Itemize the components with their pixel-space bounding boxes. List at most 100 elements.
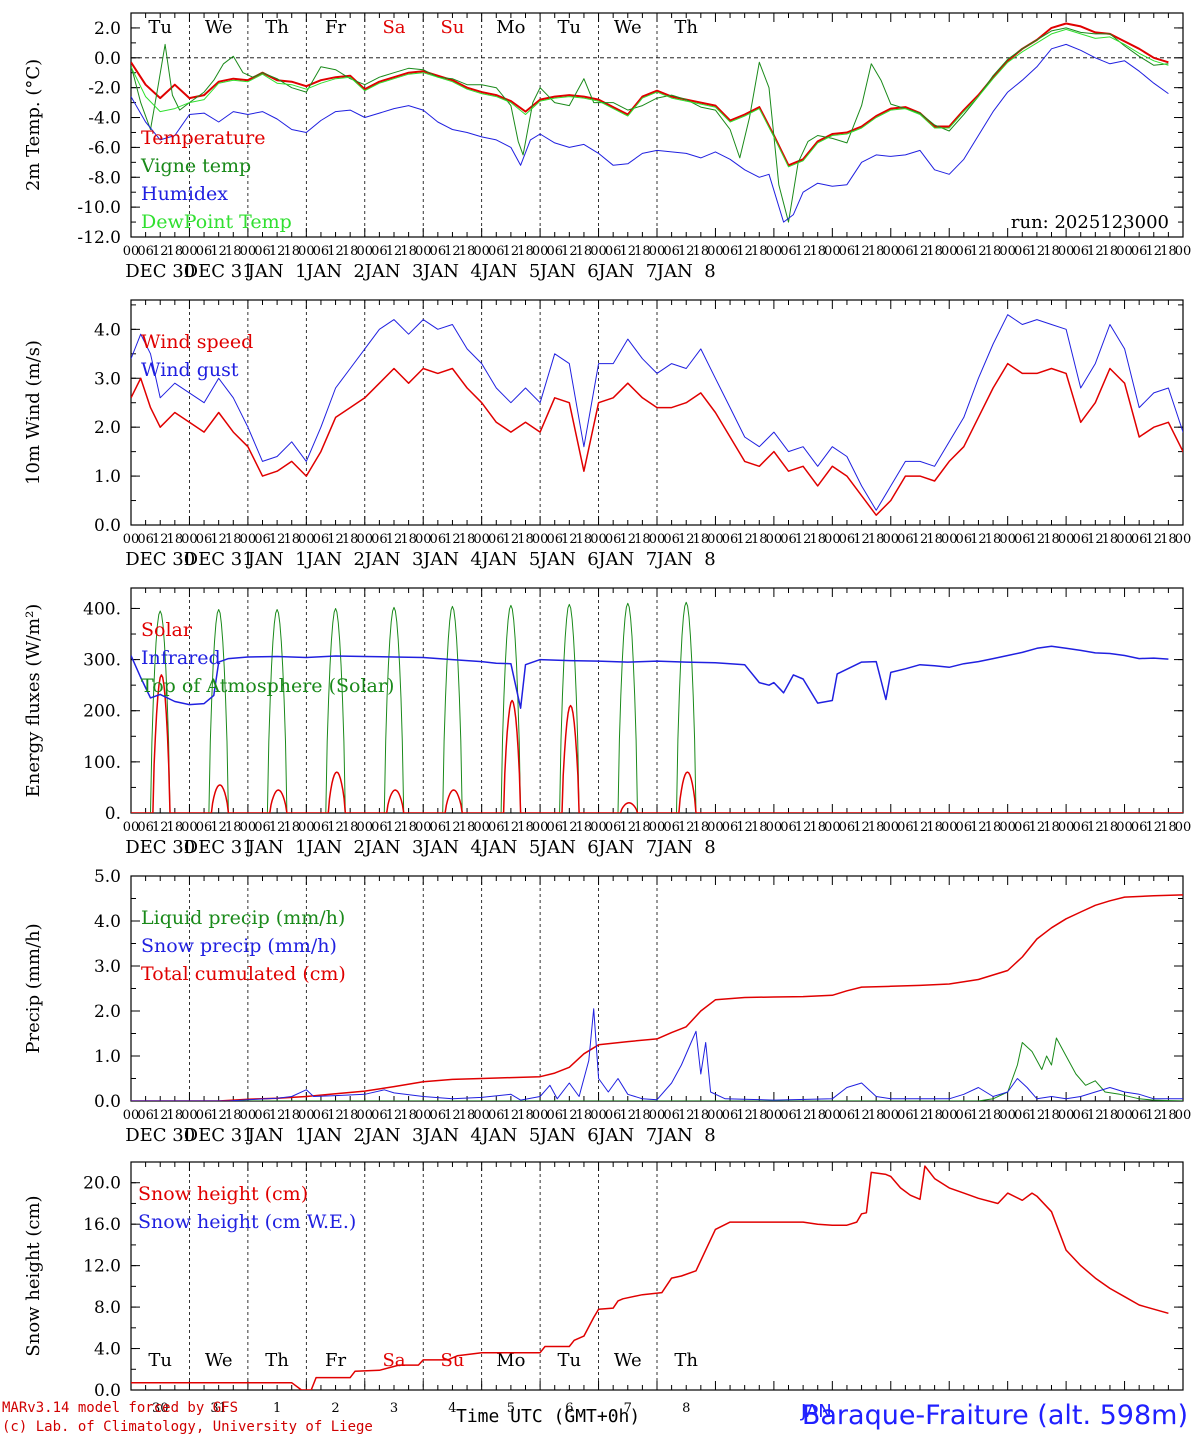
hour-tick-label: 12 [269, 820, 286, 835]
hour-tick-label: 18 [634, 820, 651, 835]
hour-tick-label: 12 [620, 244, 637, 259]
hour-tick-label: 06 [780, 532, 797, 547]
hour-tick-label: 06 [1131, 244, 1148, 259]
hour-tick-label: 00 [123, 532, 140, 547]
hour-tick-label: 18 [167, 1108, 184, 1123]
hour-tick-label: 06 [196, 1108, 213, 1123]
hour-tick-label: 00 [181, 532, 198, 547]
hour-tick-label: 06 [897, 244, 914, 259]
hour-tick-label: 18 [693, 244, 710, 259]
hour-tick-label: 00 [123, 1108, 140, 1123]
hour-tick-label: 00 [532, 532, 549, 547]
weekday-label: Th [265, 17, 289, 38]
hour-tick-label: 18 [751, 532, 768, 547]
hour-tick-label: 12 [620, 1108, 637, 1123]
hour-tick-label: 06 [313, 244, 330, 259]
hour-tick-label: 18 [459, 820, 476, 835]
hour-tick-label: 18 [985, 532, 1002, 547]
hour-tick-label: 18 [342, 532, 359, 547]
hour-tick-label: 06 [663, 244, 680, 259]
hour-tick-label: 00 [999, 820, 1016, 835]
hour-tick-label: 06 [722, 244, 739, 259]
hour-tick-label: 12 [1087, 1108, 1104, 1123]
hour-tick-label: 00 [415, 532, 432, 547]
hour-tick-label: 00 [707, 244, 724, 259]
hour-tick-label: 00 [824, 1108, 841, 1123]
hour-tick-label: 18 [167, 820, 184, 835]
hour-tick-label: 12 [152, 1108, 169, 1123]
legend-entry: Snow precip (mm/h) [141, 935, 337, 957]
hour-tick-label: 18 [283, 244, 300, 259]
legend-entry: Snow height (cm) [138, 1183, 308, 1205]
hour-tick-label: 12 [327, 1108, 344, 1123]
hour-tick-label: 06 [254, 532, 271, 547]
hour-tick-label: 12 [970, 820, 987, 835]
hour-tick-label: 18 [926, 1108, 943, 1123]
hour-tick-label: 06 [546, 1108, 563, 1123]
hour-tick-label: 06 [430, 820, 447, 835]
hour-tick-label: 00 [357, 1108, 374, 1123]
hour-tick-label: 12 [736, 244, 753, 259]
date-label: JAN 6 [538, 549, 599, 570]
hour-tick-label: 12 [503, 1108, 520, 1123]
hour-tick-label: 12 [1029, 244, 1046, 259]
hour-tick-label: 00 [941, 1108, 958, 1123]
series-line-temperature [131, 22, 1169, 167]
date-label: DEC 30 [125, 1125, 195, 1146]
hour-tick-label: 00 [766, 820, 783, 835]
series-line-vigne-temp [131, 27, 1169, 223]
hour-tick-label: 12 [503, 244, 520, 259]
date-label: DEC 30 [125, 549, 195, 570]
hour-tick-label: 18 [400, 244, 417, 259]
y-tick-label: 3.0 [94, 957, 121, 977]
hour-tick-label: 00 [532, 244, 549, 259]
weekday-label: Tu [148, 17, 172, 38]
hour-tick-label: 00 [999, 532, 1016, 547]
hour-tick-label: 00 [357, 532, 374, 547]
hour-tick-label: 12 [152, 532, 169, 547]
hour-tick-label: 18 [693, 1108, 710, 1123]
hour-tick-label: 00 [473, 820, 490, 835]
hour-tick-label: 00 [1058, 532, 1075, 547]
hour-tick-label: 18 [1043, 1108, 1060, 1123]
y-tick-label: 0.0 [94, 1381, 121, 1401]
hour-tick-label: 06 [956, 1108, 973, 1123]
hour-tick-label: 12 [444, 820, 461, 835]
y-tick-label: 2.0 [94, 19, 121, 39]
hour-tick-label: 06 [1014, 1108, 1031, 1123]
day-number-label: 4 [448, 1401, 456, 1416]
hour-tick-label: 00 [240, 532, 257, 547]
hour-tick-label: 18 [1102, 244, 1119, 259]
legend-entry: Infrared [141, 647, 221, 669]
hour-tick-label: 18 [985, 1108, 1002, 1123]
legend-entry: Temperature [141, 127, 265, 149]
hour-tick-label: 12 [678, 244, 695, 259]
hour-tick-label: 12 [269, 532, 286, 547]
hour-tick-label: 12 [970, 532, 987, 547]
hour-tick-label: 06 [897, 1108, 914, 1123]
hour-tick-label: 06 [663, 1108, 680, 1123]
hour-tick-label: 00 [590, 1108, 607, 1123]
hour-tick-label: 12 [912, 820, 929, 835]
hour-tick-label: 06 [780, 244, 797, 259]
date-label: JAN 5 [479, 1125, 540, 1146]
hour-tick-label: 00 [999, 1108, 1016, 1123]
hour-tick-label: 06 [1072, 820, 1089, 835]
hour-tick-label: 12 [152, 244, 169, 259]
series-line-snow-precip-mm-h- [131, 1008, 1183, 1101]
hour-tick-label: 00 [123, 820, 140, 835]
weekday-label: Tu [558, 17, 582, 38]
hour-tick-label: 12 [795, 244, 812, 259]
hour-tick-label: 06 [722, 1108, 739, 1123]
y-tick-label: 12.0 [83, 1257, 121, 1277]
hour-tick-label: 00 [1058, 244, 1075, 259]
hour-tick-label: 00 [649, 244, 666, 259]
hour-tick-label: 12 [795, 1108, 812, 1123]
hour-tick-label: 00 [824, 820, 841, 835]
hour-tick-label: 06 [254, 820, 271, 835]
hour-tick-label: 18 [459, 1108, 476, 1123]
hour-tick-label: 06 [313, 532, 330, 547]
hour-tick-label: 06 [1072, 532, 1089, 547]
hour-tick-label: 12 [210, 820, 227, 835]
hour-tick-label: 12 [853, 532, 870, 547]
